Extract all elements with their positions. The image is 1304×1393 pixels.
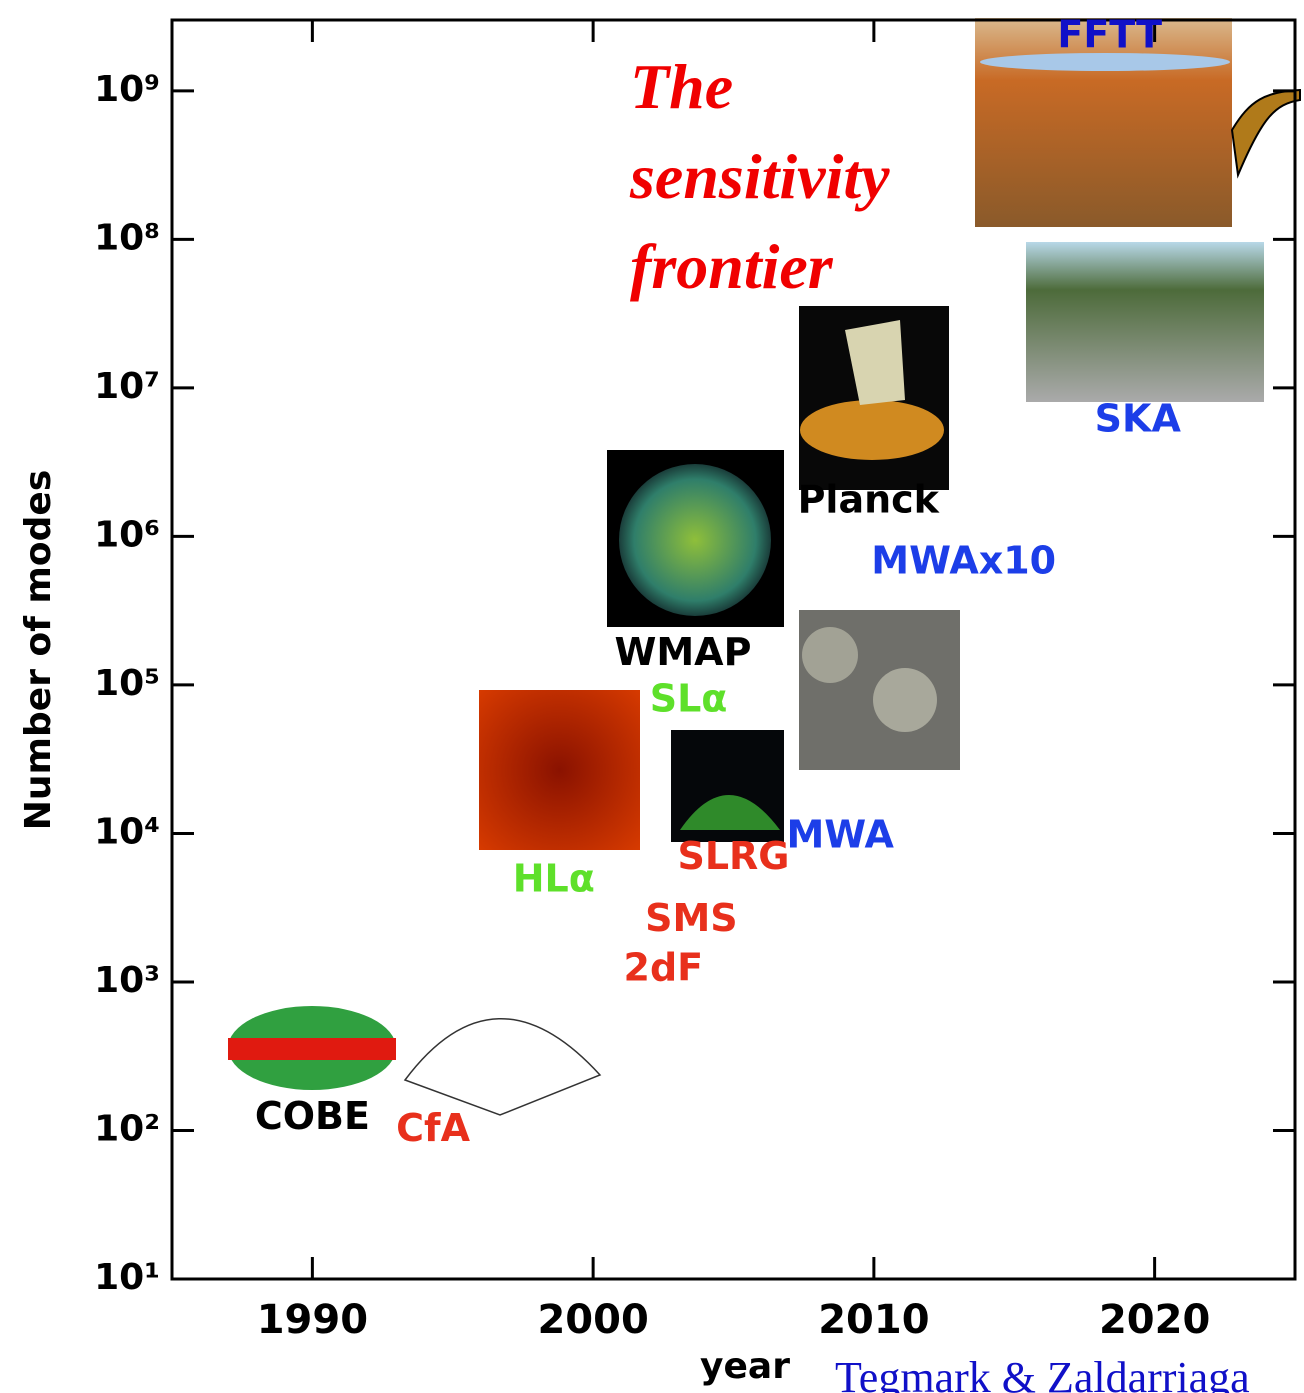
planck-body	[800, 400, 944, 460]
experiment-label: SKA	[1095, 396, 1182, 440]
bubble	[873, 668, 937, 732]
y-tick-label: 10⁴	[94, 811, 160, 852]
x-tick-label: 2020	[1099, 1297, 1210, 1343]
experiment-label: Planck	[798, 478, 940, 522]
wmap-sphere	[619, 464, 771, 616]
y-tick-label: 10²	[94, 1108, 160, 1149]
y-tick-label: 10⁸	[94, 217, 160, 258]
x-tick-label: 2010	[818, 1297, 929, 1343]
x-tick-label: 1990	[257, 1297, 368, 1343]
plot-frame	[170, 18, 1297, 1281]
experiment-label: FFTT	[1057, 13, 1162, 57]
experiment-label: 2dF	[624, 946, 704, 990]
chart-title: The sensitivity frontier	[630, 51, 890, 302]
planck-mirror	[845, 320, 905, 405]
y-tick-label: 10⁵	[94, 663, 160, 704]
credit: Tegmark & Zaldarriaga	[835, 1353, 1250, 1393]
bubble	[802, 627, 858, 683]
y-tick-label: 10⁶	[94, 514, 160, 555]
experiment-label: MWAx10	[871, 539, 1056, 583]
illustrations	[228, 18, 1301, 1116]
experiment-label: COBE	[255, 1094, 370, 1138]
arrow	[1230, 88, 1301, 179]
fftt-ellipse	[980, 53, 1230, 71]
ska-photo	[1026, 242, 1264, 402]
y-tick-label: 10⁷	[94, 366, 160, 407]
fftt-photo	[975, 18, 1232, 227]
x-axis-label: year	[700, 1346, 790, 1387]
experiment-label: WMAP	[614, 630, 751, 674]
experiment-label: MWA	[786, 812, 894, 856]
y-tick-label: 10¹	[94, 1257, 160, 1298]
cobe-band	[228, 1038, 396, 1060]
experiment-label: SMS	[645, 896, 738, 940]
x-tick-label: 2000	[537, 1297, 648, 1343]
cfa-fan	[403, 1018, 602, 1116]
experiment-label: CfA	[396, 1106, 470, 1150]
experiment-label: SLRG	[677, 834, 789, 878]
y-axis-label: Number of modes	[18, 470, 59, 831]
slrg-cone	[680, 795, 780, 830]
y-tick-label: 10³	[94, 960, 160, 1001]
y-tick-label: 10⁹	[94, 69, 160, 110]
experiment-label: HLα	[513, 856, 595, 900]
hla-photo	[479, 690, 640, 850]
experiment-label: SLα	[650, 676, 728, 720]
